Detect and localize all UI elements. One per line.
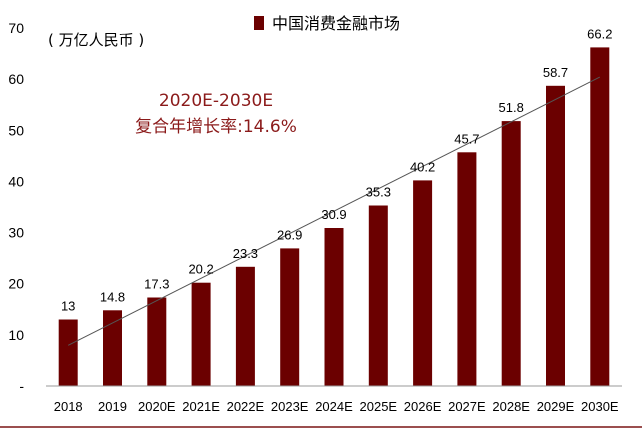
bar-2029E xyxy=(546,85,565,387)
bar-2030E xyxy=(590,47,610,387)
x-tick-2020E: 2020E xyxy=(138,399,176,414)
y-tick-60: 60 xyxy=(8,71,24,87)
cagr-period-label: 2020E-2030E xyxy=(159,91,273,111)
bar-2021E xyxy=(191,282,211,386)
unit-label: ( 万亿人民币 ) xyxy=(48,31,144,49)
data-label-2025E: 35.3 xyxy=(366,185,391,200)
bar-2019 xyxy=(103,310,122,386)
y-tick-50: 50 xyxy=(8,122,24,138)
bar-2027E xyxy=(457,152,477,386)
x-tick-2027E: 2027E xyxy=(448,399,486,414)
x-axis-ticks: 2018 2019 2020E 2021E 2022E 2023E 2024E 2025E 20… xyxy=(54,399,619,414)
x-tick-2024E: 2024E xyxy=(315,399,353,414)
trendline-group xyxy=(67,76,601,346)
data-label-2021E: 20.2 xyxy=(188,262,213,277)
y-tick-30: 30 xyxy=(8,225,24,241)
cagr-rate-label: 复合年增长率:14.6% xyxy=(135,117,297,137)
x-tick-2026E: 2026E xyxy=(404,399,442,414)
bar-2018 xyxy=(58,319,78,386)
data-labels-group: 13 14.8 17.3 20.2 23.3 26.9 30.9 35.3 40.2 45.7 51… xyxy=(61,26,612,313)
legend: 中国消费金融市场 xyxy=(254,14,400,33)
data-label-2030E: 66.2 xyxy=(587,26,612,41)
x-tick-2028E: 2028E xyxy=(492,399,530,414)
legend-label: 中国消费金融市场 xyxy=(272,14,400,33)
x-tick-2023E: 2023E xyxy=(271,399,309,414)
y-tick-20: 20 xyxy=(8,276,24,292)
data-label-2026E: 40.2 xyxy=(410,159,435,174)
y-tick-40: 40 xyxy=(8,173,24,189)
y-axis-ticks: - 10 20 30 40 50 60 70 xyxy=(8,20,24,394)
data-label-2018: 13 xyxy=(61,299,75,314)
bar-2028E xyxy=(501,121,521,386)
data-label-2020E: 17.3 xyxy=(144,277,169,292)
bar-2022E xyxy=(235,266,255,386)
data-label-2023E: 26.9 xyxy=(277,227,302,242)
x-tick-2022E: 2022E xyxy=(227,399,265,414)
y-tick-70: 70 xyxy=(8,20,24,36)
bar-2024E xyxy=(324,228,344,386)
data-label-2029E: 58.7 xyxy=(543,65,568,80)
data-label-2024E: 30.9 xyxy=(321,207,346,222)
bar-2023E xyxy=(280,248,300,386)
legend-swatch xyxy=(254,16,264,30)
bar-2026E xyxy=(413,180,433,386)
data-label-2028E: 51.8 xyxy=(499,100,524,115)
bar-2020E xyxy=(147,297,167,386)
x-tick-2019: 2019 xyxy=(98,399,127,414)
x-tick-2018: 2018 xyxy=(54,399,83,414)
bars-group xyxy=(58,47,610,387)
data-label-2027E: 45.7 xyxy=(454,131,479,146)
y-tick-zero: - xyxy=(19,378,24,394)
x-tick-2021E: 2021E xyxy=(182,399,220,414)
trendline xyxy=(67,76,601,346)
data-label-2022E: 23.3 xyxy=(233,246,258,261)
x-tick-2025E: 2025E xyxy=(360,399,398,414)
y-tick-10: 10 xyxy=(8,327,24,343)
axes-group xyxy=(0,385,642,428)
x-tick-2029E: 2029E xyxy=(537,399,575,414)
x-tick-2030E: 2030E xyxy=(581,399,619,414)
bar-2025E xyxy=(368,205,388,386)
data-label-2019: 14.8 xyxy=(100,289,125,304)
